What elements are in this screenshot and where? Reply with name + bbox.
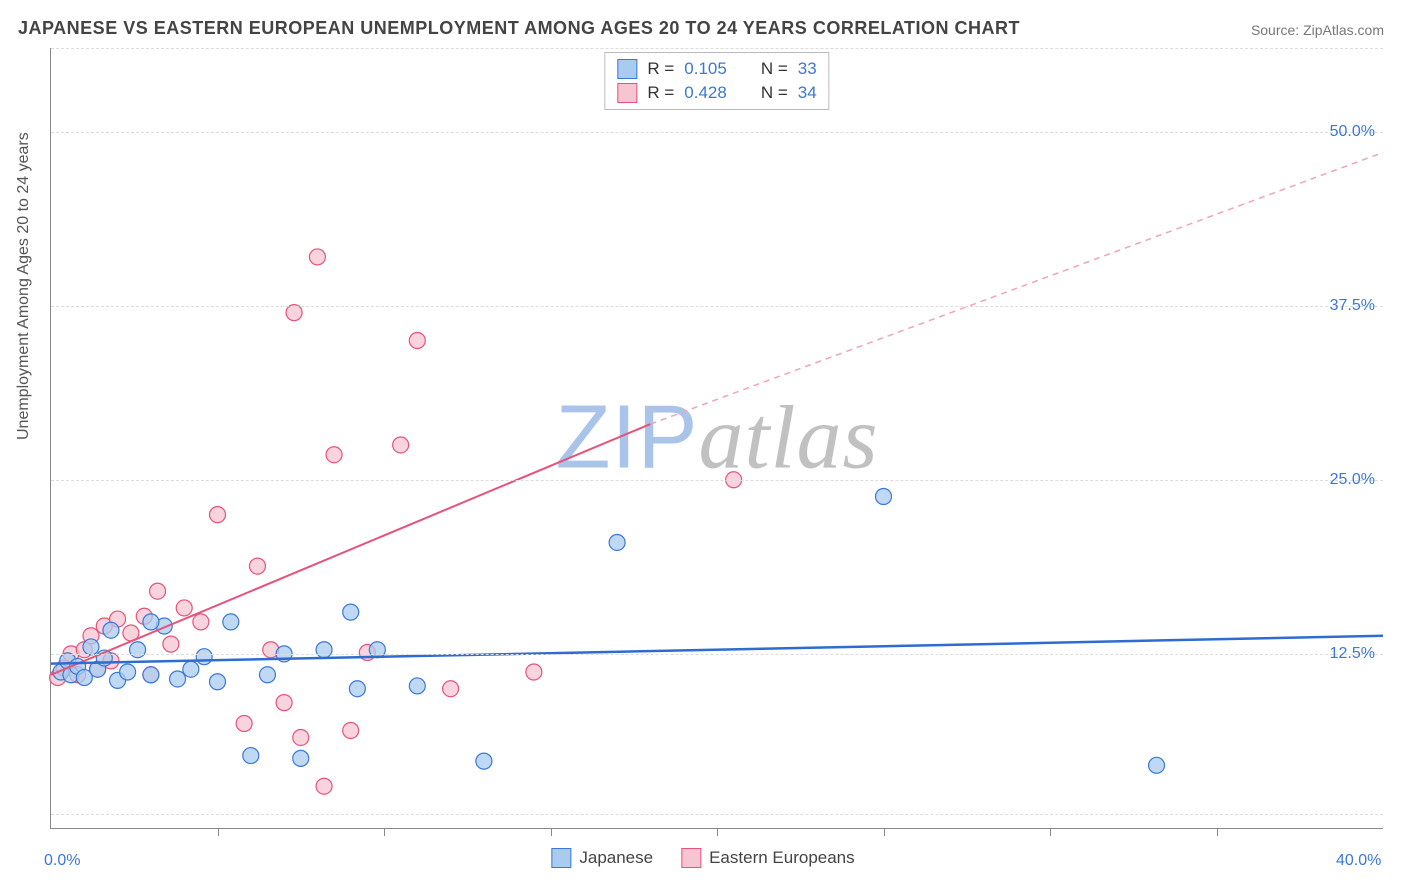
gridline xyxy=(51,480,1383,481)
y-tick-label: 12.5% xyxy=(1330,645,1375,663)
data-point xyxy=(309,249,325,265)
x-tick xyxy=(551,828,552,836)
data-point xyxy=(196,649,212,665)
y-tick-label: 50.0% xyxy=(1330,123,1375,141)
y-tick-label: 25.0% xyxy=(1330,471,1375,489)
legend-item: Japanese xyxy=(551,848,653,868)
data-point xyxy=(223,614,239,630)
x-tick xyxy=(1050,828,1051,836)
gridline xyxy=(51,132,1383,133)
data-point xyxy=(876,489,892,505)
data-point xyxy=(409,678,425,694)
chart-title: JAPANESE VS EASTERN EUROPEAN UNEMPLOYMEN… xyxy=(18,18,1020,39)
legend-label: Eastern Europeans xyxy=(709,848,855,868)
legend-swatch xyxy=(617,83,637,103)
r-label: R = xyxy=(647,81,674,105)
data-point xyxy=(293,750,309,766)
n-value: 33 xyxy=(798,57,817,81)
data-point xyxy=(343,604,359,620)
data-point xyxy=(409,333,425,349)
n-label: N = xyxy=(761,81,788,105)
x-tick xyxy=(384,828,385,836)
x-axis-min-label: 0.0% xyxy=(44,852,80,870)
stats-legend: R = 0.105 N = 33 R = 0.428 N = 34 xyxy=(604,52,829,110)
x-axis-max-label: 40.0% xyxy=(1336,852,1381,870)
legend-swatch xyxy=(551,848,571,868)
data-point xyxy=(210,507,226,523)
r-label: R = xyxy=(647,57,674,81)
n-label: N = xyxy=(761,57,788,81)
data-point xyxy=(210,674,226,690)
gridline xyxy=(51,306,1383,307)
data-point xyxy=(343,723,359,739)
stats-row: R = 0.428 N = 34 xyxy=(617,81,816,105)
y-tick-label: 37.5% xyxy=(1330,297,1375,315)
data-point xyxy=(326,447,342,463)
data-point xyxy=(193,614,209,630)
legend-item: Eastern Europeans xyxy=(681,848,855,868)
data-point xyxy=(526,664,542,680)
data-point xyxy=(150,583,166,599)
legend-label: Japanese xyxy=(579,848,653,868)
data-point xyxy=(276,695,292,711)
legend-swatch xyxy=(681,848,701,868)
gridline xyxy=(51,654,1383,655)
x-tick xyxy=(884,828,885,836)
trend-line xyxy=(650,152,1383,424)
data-point xyxy=(316,642,332,658)
plot-area: ZIPatlas R =0.105N =33R =0.428N =34 12.5… xyxy=(50,48,1383,829)
data-point xyxy=(236,716,252,732)
data-point xyxy=(349,681,365,697)
trend-line xyxy=(51,636,1383,664)
data-point xyxy=(293,729,309,745)
data-point xyxy=(259,667,275,683)
stats-row: R = 0.105 N = 33 xyxy=(617,57,816,81)
y-axis-label: Unemployment Among Ages 20 to 24 years xyxy=(15,132,33,440)
data-point xyxy=(369,642,385,658)
legend-swatch xyxy=(617,59,637,79)
trend-line xyxy=(51,424,650,675)
data-point xyxy=(143,614,159,630)
source-label: Source: ZipAtlas.com xyxy=(1251,22,1384,38)
gridline xyxy=(51,48,1383,49)
data-point xyxy=(170,671,186,687)
data-point xyxy=(143,667,159,683)
n-value: 34 xyxy=(798,81,817,105)
data-point xyxy=(120,664,136,680)
data-point xyxy=(476,753,492,769)
bottom-legend: Japanese Eastern Europeans xyxy=(551,848,854,868)
data-point xyxy=(286,305,302,321)
data-point xyxy=(609,534,625,550)
data-point xyxy=(393,437,409,453)
data-point xyxy=(130,642,146,658)
data-point xyxy=(176,600,192,616)
data-point xyxy=(103,622,119,638)
data-point xyxy=(183,661,199,677)
plot-svg xyxy=(51,48,1383,828)
gridline xyxy=(51,814,1383,815)
data-point xyxy=(83,639,99,655)
x-tick xyxy=(1217,828,1218,836)
data-point xyxy=(243,748,259,764)
data-point xyxy=(1149,757,1165,773)
r-value: 0.105 xyxy=(684,57,727,81)
r-value: 0.428 xyxy=(684,81,727,105)
data-point xyxy=(316,778,332,794)
data-point xyxy=(249,558,265,574)
x-tick xyxy=(218,828,219,836)
data-point xyxy=(443,681,459,697)
data-point xyxy=(163,636,179,652)
x-tick xyxy=(717,828,718,836)
